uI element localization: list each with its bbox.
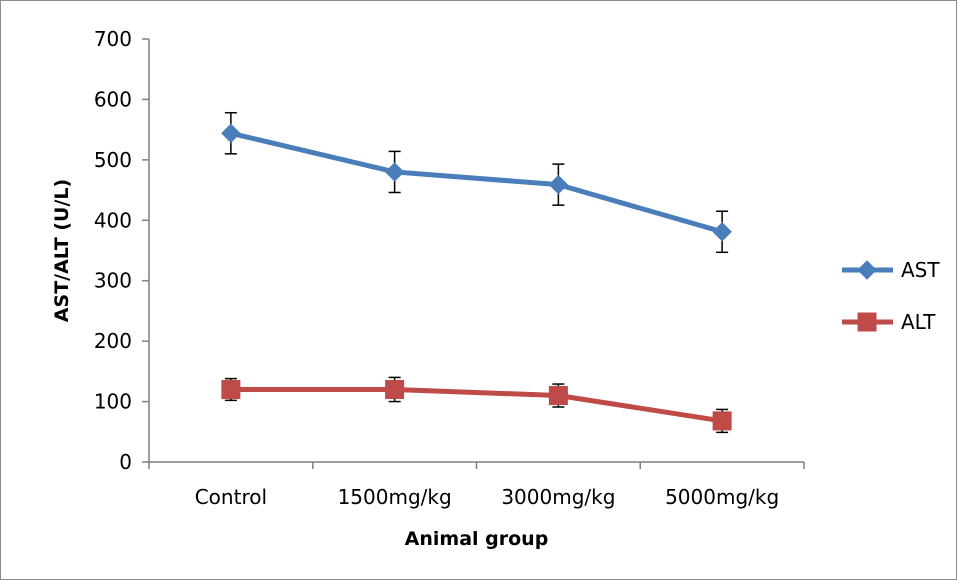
series-ast [221, 111, 732, 254]
y-tick-label: 600 [94, 87, 132, 111]
legend-marker [857, 260, 877, 280]
x-ticks: Control 1500mg/kg 3000mg/kg 5000mg/kg [148, 462, 805, 509]
legend-item-ast: AST [842, 258, 940, 282]
y-tick-label: 0 [119, 450, 132, 474]
y-axis-title: AST/ALT (U/L) [51, 179, 73, 322]
data-point-alt [221, 379, 241, 399]
data-point-ast [548, 174, 569, 195]
legend-label: AST [901, 258, 940, 282]
data-point-alt [712, 411, 732, 431]
series-alt [221, 376, 732, 434]
data-point-ast [712, 222, 732, 242]
x-tick-label: Control [195, 485, 267, 509]
x-tick-label: 5000mg/kg [665, 485, 779, 509]
data-point-ast [384, 162, 405, 182]
x-axis-title: Animal group [405, 528, 549, 550]
legend-item-alt: ALT [842, 310, 936, 334]
data-point-alt [385, 379, 405, 399]
data-point-ast [221, 123, 241, 143]
legend: AST ALT [842, 258, 940, 334]
data-point-alt [548, 386, 568, 406]
series-line-ast [230, 130, 723, 235]
series-layer [221, 111, 732, 434]
x-tick-label: 3000mg/kg [501, 485, 615, 509]
y-tick-label: 500 [94, 148, 132, 172]
legend-label: ALT [901, 310, 936, 334]
y-tick-label: 700 [94, 27, 132, 51]
legend-marker [857, 312, 877, 332]
y-tick-label: 100 [94, 390, 132, 414]
x-tick-label: 1500mg/kg [338, 485, 452, 509]
series-line-alt [230, 386, 723, 424]
axes [148, 39, 804, 463]
y-tick-label: 400 [94, 208, 132, 232]
y-tick-label: 200 [94, 329, 132, 353]
y-tick-label: 300 [94, 269, 132, 293]
y-ticks: 0 100 200 300 400 500 600 700 [94, 27, 149, 474]
